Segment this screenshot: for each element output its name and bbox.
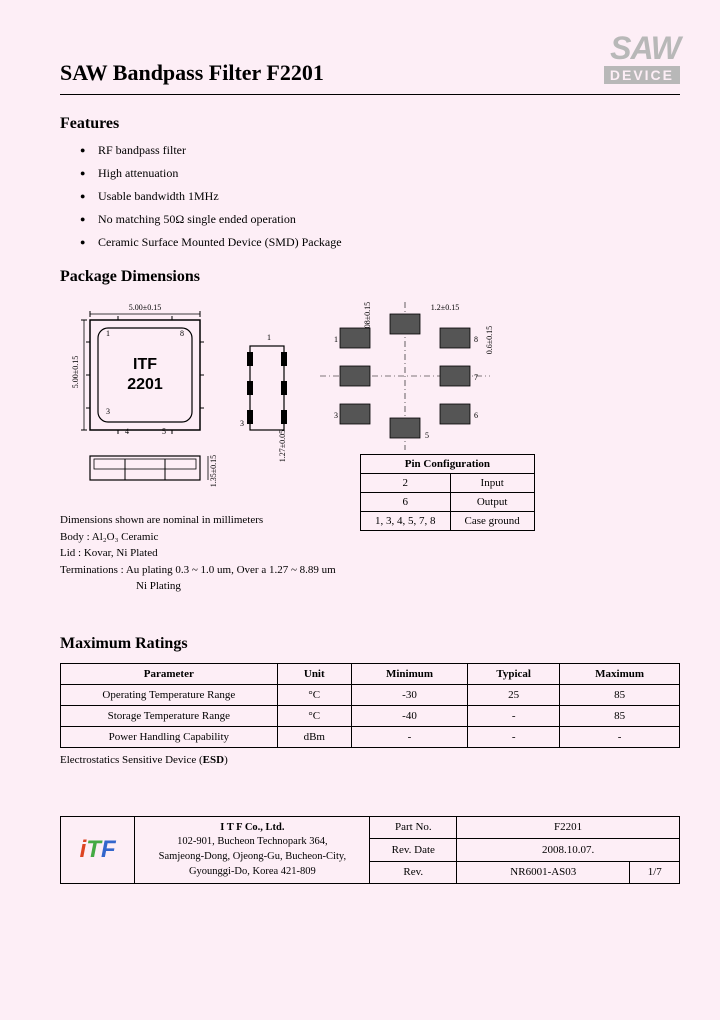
svg-text:6: 6 — [474, 411, 478, 420]
ratings-cell: 85 — [560, 705, 680, 726]
feature-item: No matching 50Ω single ended operation — [80, 212, 680, 227]
pkg-heading: Package Dimensions — [60, 268, 680, 286]
ratings-cell: - — [560, 726, 680, 747]
logo-saw: SAW DEVICE — [604, 30, 680, 85]
dim-top-w: 5.00±0.15 — [129, 303, 161, 312]
footer-label: Rev. Date — [370, 839, 457, 862]
ratings-cell: - — [468, 726, 560, 747]
pin-cell: Input — [450, 474, 534, 493]
ratings-header: Maximum — [560, 663, 680, 684]
pin-config-title: Pin Configuration — [361, 455, 535, 474]
dim-mid-h: 1.27±0.05 — [278, 430, 287, 462]
logo-sub: DEVICE — [604, 66, 680, 84]
svg-text:8: 8 — [180, 329, 184, 338]
feature-item: High attenuation — [80, 166, 680, 181]
ratings-header: Parameter — [61, 663, 278, 684]
ratings-cell: -40 — [351, 705, 467, 726]
svg-text:1: 1 — [334, 335, 338, 344]
company-addr: 102-901, Bucheon Technopark 364, — [177, 836, 327, 847]
company-addr: Samjeong-Dong, Ojeong-Gu, Bucheon-City, — [159, 851, 346, 862]
svg-text:3: 3 — [240, 419, 244, 428]
ratings-header: Unit — [277, 663, 351, 684]
dim-left-h: 5.00±0.15 — [71, 356, 80, 388]
company-name: I T F Co., Ltd. — [220, 822, 284, 833]
footer-company-cell: I T F Co., Ltd. 102-901, Bucheon Technop… — [135, 816, 370, 884]
ratings-cell: - — [351, 726, 467, 747]
svg-text:7: 7 — [474, 373, 478, 382]
svg-text:4: 4 — [125, 427, 129, 436]
logo-brand: SAW — [604, 30, 680, 67]
ratings-cell: Storage Temperature Range — [61, 705, 278, 726]
ratings-cell: °C — [277, 705, 351, 726]
svg-text:3: 3 — [106, 407, 110, 416]
feature-item: Usable bandwidth 1MHz — [80, 189, 680, 204]
footer-table: iTF I T F Co., Ltd. 102-901, Bucheon Tec… — [60, 816, 680, 885]
svg-text:8: 8 — [474, 335, 478, 344]
dim-pad-w: 1.2±0.15 — [431, 303, 459, 312]
footer-value: 2008.10.07. — [457, 839, 680, 862]
ratings-cell: 25 — [468, 684, 560, 705]
pin-cell: 2 — [361, 474, 451, 493]
svg-text:5: 5 — [162, 427, 166, 436]
dim-side-h: 1.35±0.15 — [209, 455, 218, 487]
feature-item: RF bandpass filter — [80, 143, 680, 158]
footer-label: Part No. — [370, 816, 457, 839]
footer-value: F2201 — [457, 816, 680, 839]
itf-logo: iTF — [67, 836, 128, 864]
ratings-cell: Operating Temperature Range — [61, 684, 278, 705]
pin-cell: Output — [450, 493, 534, 512]
ratings-heading: Maximum Ratings — [60, 635, 680, 653]
page-title: SAW Bandpass Filter F2201 — [60, 60, 680, 86]
pin-cell: Case ground — [450, 512, 534, 531]
package-svg: 5.00±0.15 5.00±0.15 1 3 — [60, 296, 620, 506]
svg-text:1: 1 — [106, 329, 110, 338]
features-list: RF bandpass filter High attenuation Usab… — [60, 143, 680, 250]
svg-text:1: 1 — [267, 333, 271, 342]
pin-cell: 1, 3, 4, 5, 7, 8 — [361, 512, 451, 531]
footer-label: Rev. — [370, 861, 457, 884]
pin-cell: 6 — [361, 493, 451, 512]
ratings-cell: 85 — [560, 684, 680, 705]
footer-page: 1/7 — [630, 861, 680, 884]
ratings-cell: Power Handling Capability — [61, 726, 278, 747]
ratings-cell: - — [468, 705, 560, 726]
ratings-header: Minimum — [351, 663, 467, 684]
ratings-table: Parameter Unit Minimum Typical Maximum O… — [60, 663, 680, 748]
note-line: Lid : Kovar, Ni Plated — [60, 545, 680, 562]
ratings-cell: -30 — [351, 684, 467, 705]
note-line: Terminations : Au plating 0.3 ~ 1.0 um, … — [60, 562, 680, 579]
footer-logo-cell: iTF — [61, 816, 135, 884]
pin-config-table: Pin Configuration 2Input 6Output 1, 3, 4… — [360, 454, 535, 531]
svg-text:3: 3 — [334, 411, 338, 420]
feature-item: Ceramic Surface Mounted Device (SMD) Pac… — [80, 235, 680, 250]
chip-mark-1: ITF — [133, 356, 157, 373]
features-heading: Features — [60, 115, 680, 133]
ratings-header: Typical — [468, 663, 560, 684]
esd-note: Electrostatics Sensitive Device (ESD) — [60, 754, 680, 766]
ratings-cell: dBm — [277, 726, 351, 747]
title-rule — [60, 94, 680, 95]
footer-value: NR6001-AS03 — [457, 861, 630, 884]
company-addr: Gyounggi-Do, Korea 421-809 — [189, 866, 316, 877]
chip-mark-2: 2201 — [127, 376, 163, 393]
dim-pad-h: 0.6±0.15 — [485, 326, 494, 354]
svg-text:5: 5 — [425, 431, 429, 440]
ratings-cell: °C — [277, 684, 351, 705]
note-line: Ni Plating — [60, 578, 680, 595]
